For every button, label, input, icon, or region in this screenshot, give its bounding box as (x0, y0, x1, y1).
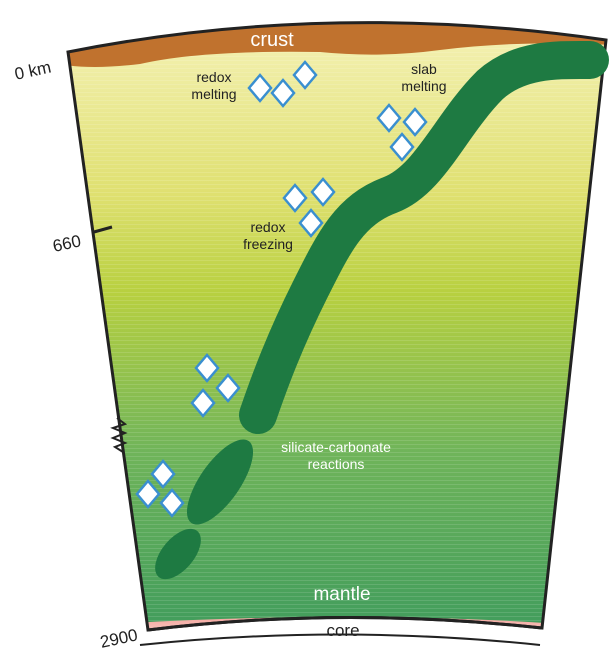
core-label: core (326, 621, 359, 640)
process-label: slab (411, 61, 437, 77)
depth-label: 660 (51, 231, 83, 255)
mantle-label: mantle (313, 584, 370, 605)
process-label: freezing (243, 236, 293, 252)
depth-label: 2900 (98, 625, 139, 649)
process-label: silicate-carbonate (281, 439, 391, 455)
process-label: melting (191, 86, 236, 102)
process-label: melting (401, 78, 446, 94)
depth-label: 0 km (13, 57, 53, 83)
process-label: redox (250, 219, 285, 235)
process-label: redox (196, 69, 231, 85)
crust-label: crust (250, 29, 294, 51)
slab (155, 40, 609, 580)
diamonds (135, 60, 428, 518)
process-label: reactions (308, 456, 365, 472)
